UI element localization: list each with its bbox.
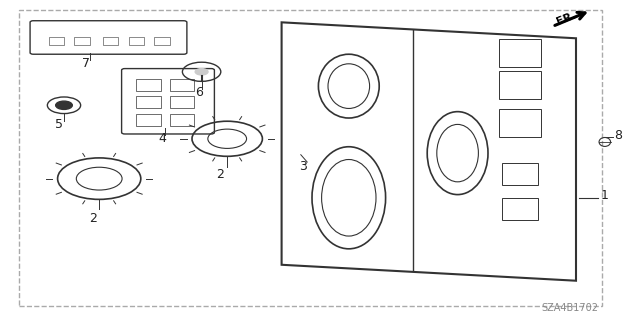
Bar [103, 37, 118, 45]
Bar [170, 79, 194, 91]
Bar [136, 96, 161, 108]
Text: 2: 2 [216, 168, 224, 181]
Text: 3: 3 [300, 160, 307, 173]
Text: 8: 8 [614, 129, 622, 142]
Text: 7: 7 [82, 57, 90, 70]
Text: 5: 5 [55, 118, 63, 130]
Bar [170, 114, 194, 126]
Text: 6: 6 [195, 86, 203, 99]
Bar [170, 96, 194, 108]
Text: 2: 2 [90, 212, 97, 225]
Text: SZA4B1702: SZA4B1702 [541, 303, 598, 313]
Text: FR.: FR. [555, 10, 578, 26]
Bar [136, 79, 161, 91]
Bar [136, 114, 161, 126]
Bar [502, 198, 538, 220]
Circle shape [56, 101, 72, 109]
Bar [49, 37, 64, 45]
Bar [154, 37, 170, 45]
Bar [499, 71, 541, 99]
Text: 1: 1 [600, 189, 608, 202]
Circle shape [195, 69, 208, 75]
Bar [74, 37, 90, 45]
Bar [499, 109, 541, 137]
Bar [499, 39, 541, 67]
Text: 4: 4 [159, 132, 166, 145]
Bar [502, 163, 538, 185]
Bar [129, 37, 144, 45]
